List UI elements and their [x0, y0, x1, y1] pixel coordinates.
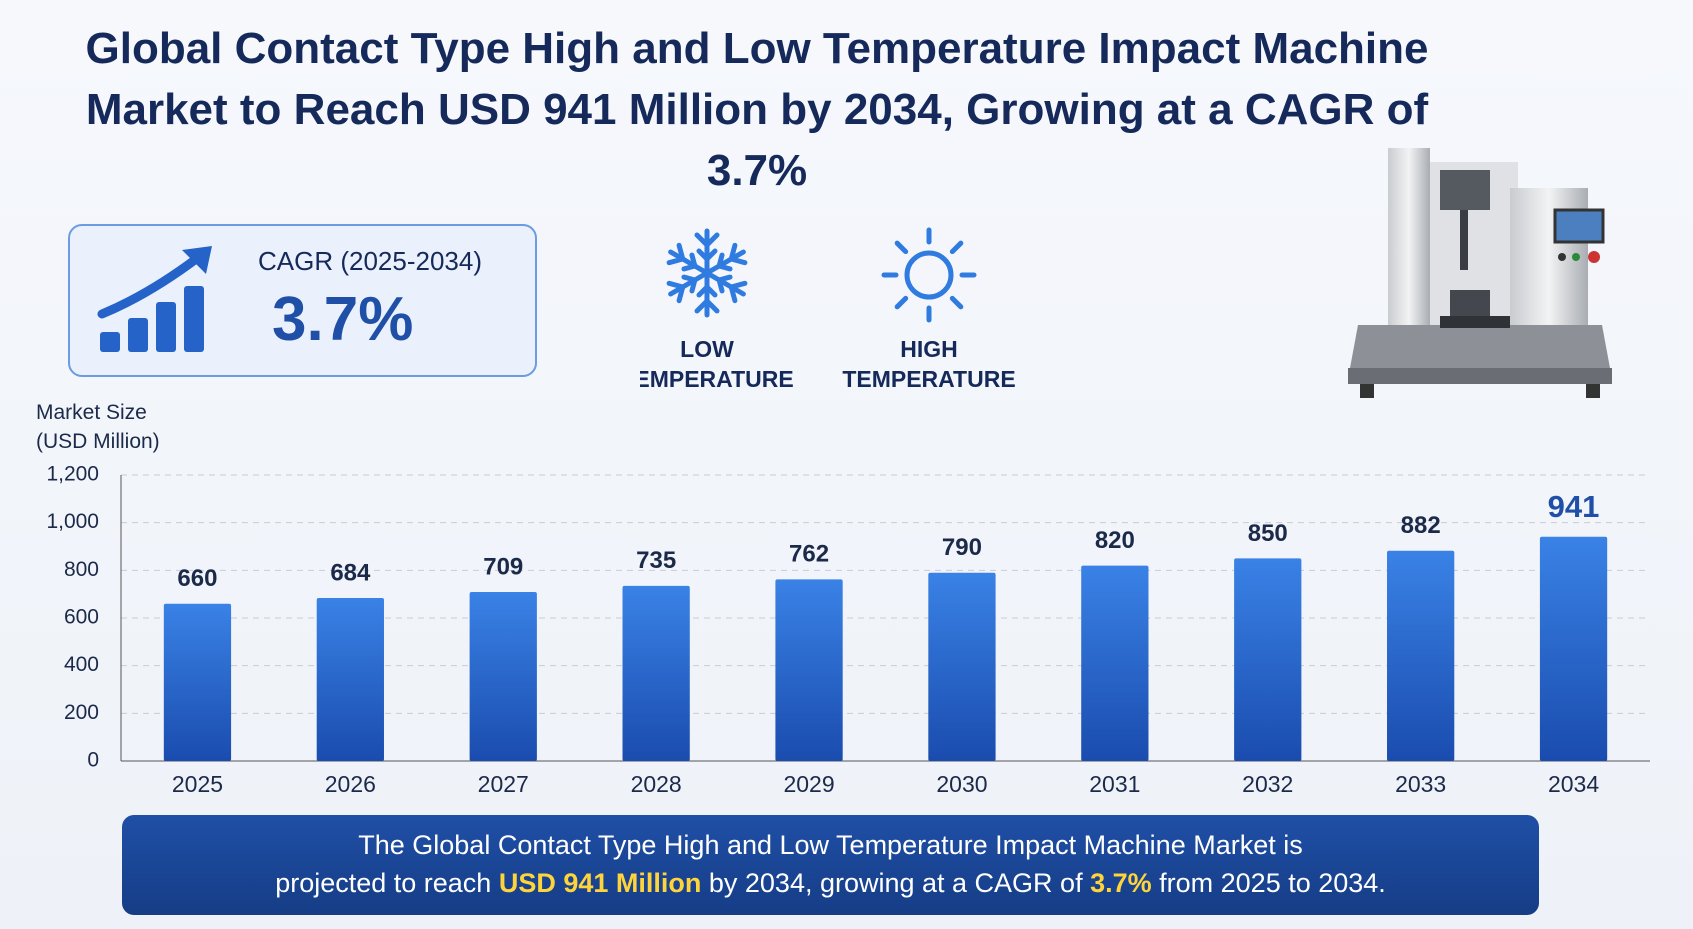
bar — [1234, 558, 1302, 761]
y-tick-label: 800 — [64, 558, 99, 581]
data-label: 941 — [1548, 489, 1600, 524]
data-label: 820 — [1095, 527, 1135, 554]
data-label: 790 — [942, 534, 982, 561]
icon-label: TEMPERATURE — [640, 366, 794, 392]
growth-icon — [97, 246, 212, 352]
icon-label: TEMPERATURE — [842, 366, 1015, 392]
cagr-label: CAGR (2025-2034) — [258, 246, 482, 276]
data-label: 709 — [483, 553, 523, 580]
chart: 0 200 400 600 800 1,000 1,200 2025 660 2026 684 202… — [46, 463, 1650, 797]
x-tick-label: 2027 — [478, 771, 529, 797]
y-tick-label: 0 — [87, 749, 99, 772]
data-label: 735 — [636, 547, 676, 574]
x-tick-label: 2031 — [1089, 771, 1140, 797]
cagr-box: CAGR (2025-2034) 3.7% — [68, 224, 537, 377]
data-label: 882 — [1401, 512, 1441, 539]
x-tick-label: 2033 — [1395, 771, 1446, 797]
bar — [163, 603, 232, 761]
y-tick-label: 400 — [64, 653, 99, 676]
x-tick-label: 2034 — [1548, 771, 1599, 797]
bar — [928, 572, 996, 761]
x-tick-label: 2028 — [631, 771, 682, 797]
icon-label: LOW — [680, 336, 734, 362]
bar — [1539, 536, 1608, 761]
y-tick-label: 200 — [64, 701, 99, 724]
y-tick-label: 1,200 — [46, 463, 99, 486]
data-label: 660 — [177, 565, 217, 592]
bar — [1081, 565, 1149, 761]
footer-text: projected to reach — [275, 868, 499, 898]
y-tick-label: 600 — [64, 606, 99, 629]
bar — [622, 585, 690, 761]
data-label: 762 — [789, 541, 829, 568]
icon-label: HIGH — [900, 336, 958, 362]
x-tick-label: 2029 — [783, 771, 834, 797]
footer-text: by 2034, growing at a CAGR of — [701, 868, 1091, 898]
temperature-icons: LOW TEMPERATURE HIGH TEMPERATURE — [640, 227, 1016, 392]
footer-banner: The Global Contact Type High and Low Tem… — [122, 815, 1539, 915]
footer-text: from 2025 to 2034. — [1151, 868, 1386, 898]
x-tick-label: 2030 — [936, 771, 987, 797]
bar — [775, 579, 843, 761]
x-tick-label: 2025 — [172, 771, 223, 797]
machine-image — [1348, 148, 1612, 398]
data-label: 684 — [330, 559, 371, 586]
footer-highlight: 3.7% — [1090, 868, 1152, 898]
footer-highlight: USD 941 Million — [498, 868, 702, 898]
y-axis-title: Market Size (USD Million) — [36, 401, 160, 453]
bar — [316, 597, 384, 761]
data-label: 850 — [1248, 520, 1288, 547]
y-tick-label: 1,000 — [46, 510, 99, 533]
x-tick-label: 2026 — [325, 771, 376, 797]
bar — [1387, 550, 1455, 761]
bar — [469, 592, 537, 761]
cagr-value: 3.7% — [272, 285, 414, 354]
footer-text: The Global Contact Type High and Low Tem… — [358, 830, 1303, 860]
x-tick-label: 2032 — [1242, 771, 1293, 797]
chart-title: Global Contact Type High and Low Tempera… — [85, 24, 1429, 195]
